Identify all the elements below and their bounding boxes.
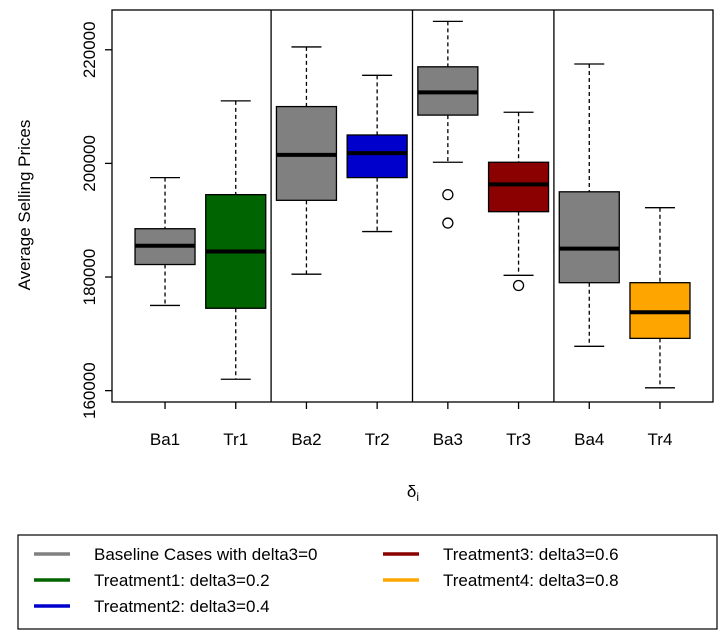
box-body [558, 191, 620, 284]
box-tr4: Tr4 [629, 207, 691, 449]
x-axis-title: δi [407, 482, 419, 504]
legend-item-3: Treatment2: delta3=0.4 [34, 597, 270, 616]
legend: Baseline Cases with delta3=0 Treatment1: … [17, 534, 718, 630]
legend-label: Baseline Cases with delta3=0 [94, 545, 318, 564]
x-axis-title-subscript: i [416, 490, 419, 504]
plot-area: 160000 180000 200000 220000 Ba1 Tr1 Ba2 Tr2 Ba3 T… [80, 9, 714, 449]
box-ba3: Ba3 [417, 20, 479, 449]
legend-label: Treatment4: delta3=0.8 [443, 571, 619, 590]
legend-label: Treatment3: delta3=0.6 [443, 545, 619, 564]
box-ba1: Ba1 [134, 176, 196, 449]
y-axis-title: Average Selling Prices [15, 120, 34, 291]
x-tick-label: Tr2 [365, 430, 390, 449]
box-tr1: Tr1 [205, 100, 267, 449]
x-axis-title-main: δ [407, 482, 416, 501]
legend-label: Treatment1: delta3=0.2 [94, 571, 270, 590]
x-tick-label: Ba3 [433, 430, 463, 449]
legend-item-4: Treatment3: delta3=0.6 [383, 545, 619, 564]
legend-label: Treatment2: delta3=0.4 [94, 597, 270, 616]
legend-box [17, 534, 718, 630]
x-tick-label: Ba2 [291, 430, 321, 449]
outlier-point [442, 188, 454, 201]
box-ba4: Ba4 [558, 63, 620, 449]
box-body [346, 134, 408, 179]
legend-item-2: Treatment1: delta3=0.2 [34, 571, 270, 590]
y-tick-label: 180000 [80, 249, 99, 306]
box-tr2: Tr2 [346, 74, 408, 449]
box-ba2: Ba2 [275, 46, 338, 449]
box-tr3: Tr3 [487, 111, 550, 449]
x-tick-label: Tr3 [506, 430, 531, 449]
y-tick-label: 160000 [80, 362, 99, 419]
x-tick-label: Ba1 [150, 430, 180, 449]
legend-item-1: Baseline Cases with delta3=0 [34, 545, 318, 564]
box-body [487, 161, 550, 213]
y-tick-label: 220000 [80, 21, 99, 78]
x-tick-label: Tr1 [223, 430, 248, 449]
x-tick-label: Tr4 [648, 430, 673, 449]
y-tick-label: 200000 [80, 135, 99, 192]
outlier-point [512, 279, 525, 292]
outlier-point [442, 217, 454, 229]
legend-item-5: Treatment4: delta3=0.8 [383, 571, 619, 590]
x-tick-label: Ba4 [574, 430, 604, 449]
